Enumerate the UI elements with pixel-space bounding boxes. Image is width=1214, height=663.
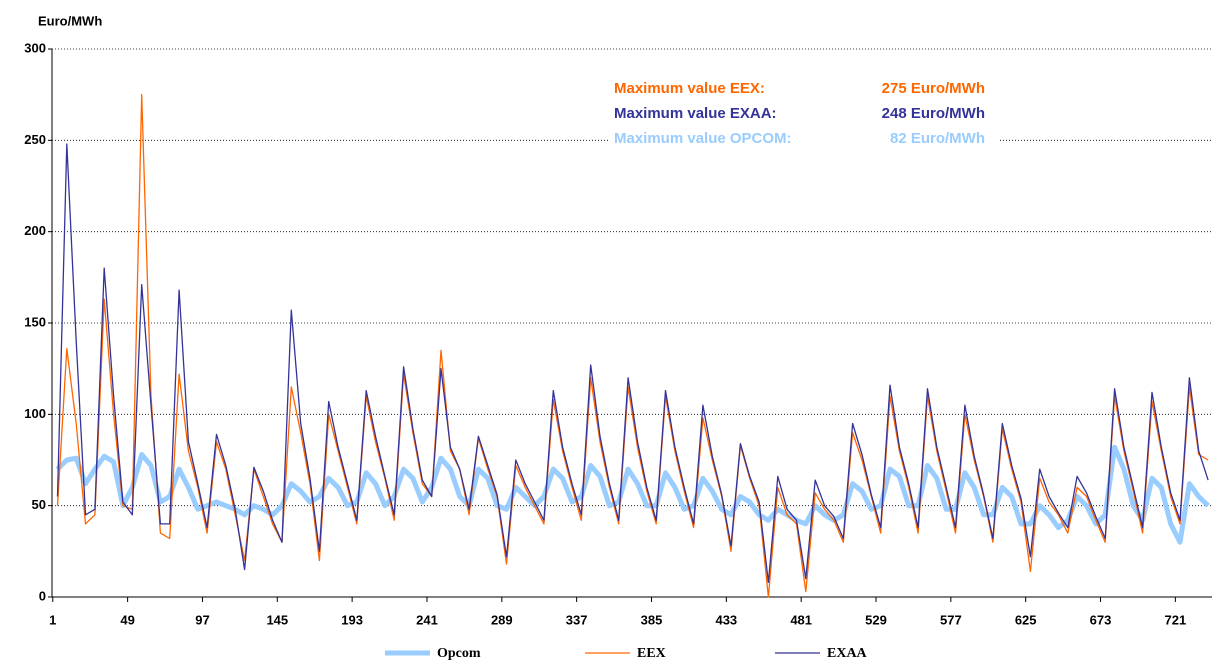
annotation-value: 275 Euro/MWh (882, 80, 985, 97)
x-tick-label: 673 (1090, 612, 1112, 627)
annotation-label: Maximum value OPCOM: (614, 130, 792, 147)
y-tick-label: 300 (24, 40, 46, 55)
x-tick-label: 1 (49, 612, 56, 627)
x-tick-label: 385 (641, 612, 663, 627)
series-line (56, 143, 1209, 584)
y-tick-label: 0 (39, 588, 46, 603)
x-tick-label: 721 (1165, 612, 1187, 627)
x-tick-label: 241 (416, 612, 438, 627)
x-tick-label: 289 (491, 612, 513, 627)
legend: Opcom EEX EXAA (385, 646, 868, 661)
series-line (56, 94, 1209, 598)
y-tick-label: 150 (24, 314, 46, 329)
y-axis-label: Euro/MWh (38, 13, 102, 28)
x-tick-label: 97 (195, 612, 209, 627)
series-line (55, 444, 1210, 545)
y-tick-label: 50 (32, 497, 46, 512)
y-tick-label: 100 (24, 406, 46, 421)
x-tick-label: 577 (940, 612, 962, 627)
y-tick-label: 200 (24, 223, 46, 238)
x-tick-label: 145 (266, 612, 288, 627)
legend-label: Opcom (437, 646, 481, 661)
annotation-background (608, 72, 998, 156)
legend-label: EEX (637, 646, 666, 661)
annotation-box: Maximum value EEX: 275 Euro/MWh Maximum va… (608, 72, 998, 156)
y-tick-label: 250 (24, 132, 46, 147)
annotation-label: Maximum value EEX: (614, 80, 765, 97)
annotation-label: Maximum value EXAA: (614, 105, 777, 122)
x-tick-label: 337 (566, 612, 588, 627)
x-tick-label: 481 (790, 612, 812, 627)
x-tick-label: 625 (1015, 612, 1037, 627)
x-tick-label: 193 (341, 612, 363, 627)
annotation-value: 82 Euro/MWh (890, 130, 985, 147)
x-tick-label: 529 (865, 612, 887, 627)
legend-label: EXAA (827, 646, 868, 661)
x-tick-label: 433 (715, 612, 737, 627)
x-tick-label: 49 (120, 612, 134, 627)
annotation-value: 248 Euro/MWh (882, 105, 985, 122)
